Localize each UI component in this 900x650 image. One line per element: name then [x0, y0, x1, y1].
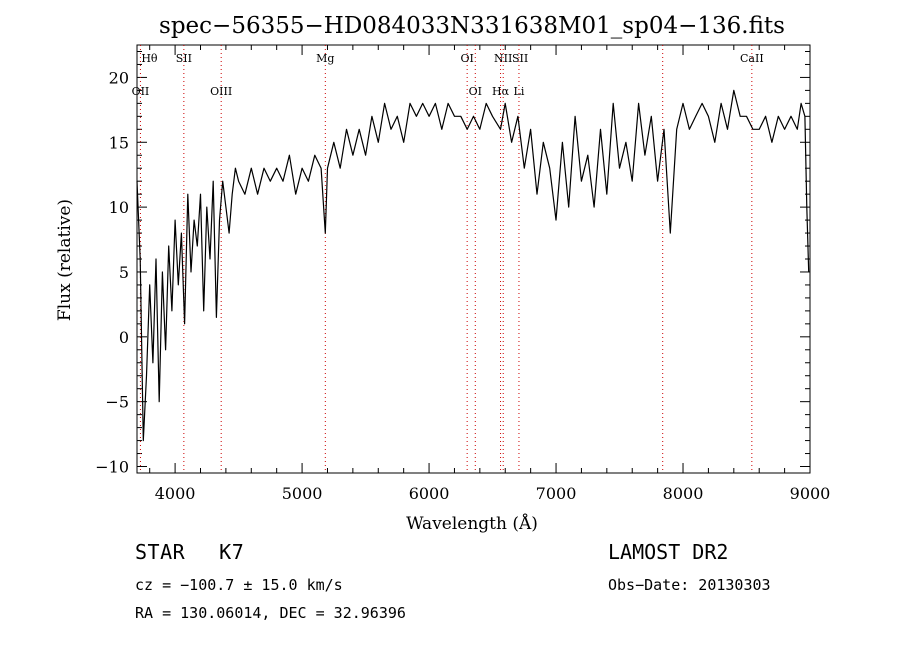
object-class-label: STAR [135, 540, 186, 564]
y-tick-label: 20 [109, 68, 129, 87]
y-tick-label: −5 [105, 393, 129, 412]
y-tick-label: 5 [119, 263, 129, 282]
object-class: STAR K7 [135, 540, 244, 564]
chart-title: spec−56355−HD084033N331638M01_sp04−136.f… [159, 13, 785, 39]
survey-name: LAMOST DR2 [608, 540, 729, 564]
line-label: NII [494, 52, 512, 65]
line-label: OI [469, 85, 482, 98]
line-label: SII [176, 52, 192, 65]
line-label: OII [132, 85, 150, 98]
y-axis-label: Flux (relative) [55, 199, 75, 321]
line-label: SII [512, 52, 528, 65]
spectral-subclass: K7 [219, 540, 245, 564]
line-label: OIII [210, 85, 232, 98]
line-label: Mg [316, 52, 334, 65]
spectrum-line [136, 89, 810, 442]
observation-date: Obs−Date: 20130303 [608, 576, 771, 594]
y-tick-label: −10 [95, 458, 129, 477]
sky-coordinates: RA = 130.06014, DEC = 32.96396 [135, 604, 406, 622]
line-label: Hθ [141, 52, 158, 65]
spectrum-chart: spec−56355−HD084033N331638M01_sp04−136.f… [55, 13, 831, 534]
line-label: Li [514, 85, 525, 98]
plot-area: 4000 5000 6000 7000 8000 9000 −10 −5 0 5 10 15 20 Hθ S… [95, 44, 831, 503]
x-tick-label: 5000 [282, 484, 323, 503]
line-label: Hα [492, 85, 510, 98]
line-label: CaII [740, 52, 764, 65]
redshift-cz: cz = −100.7 ± 15.0 km/s [135, 576, 343, 594]
x-tick-label: 9000 [790, 484, 831, 503]
line-label: OI [460, 52, 473, 65]
plot-frame [136, 44, 811, 474]
x-tick-label: 7000 [536, 484, 577, 503]
y-tick-label: 0 [119, 328, 129, 347]
x-axis-label: Wavelength (Å) [406, 513, 538, 534]
x-tick-label: 4000 [155, 484, 196, 503]
x-tick-label: 8000 [663, 484, 704, 503]
y-tick-label: 15 [109, 133, 129, 152]
y-tick-label: 10 [109, 198, 129, 217]
x-tick-label: 6000 [409, 484, 450, 503]
